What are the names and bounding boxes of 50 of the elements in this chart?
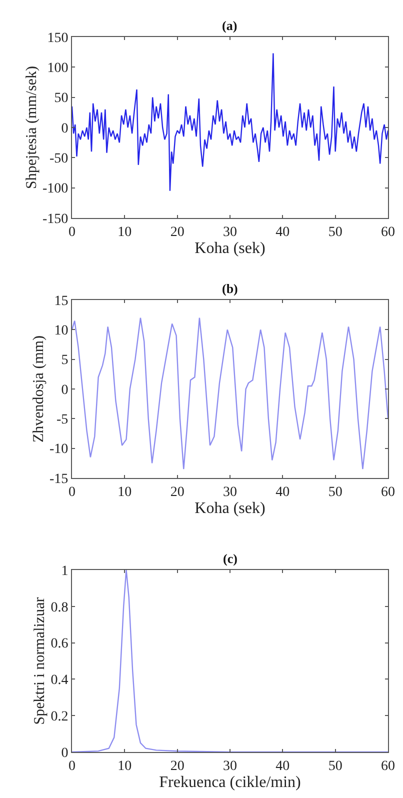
x-tick-label: 40 [276,484,290,500]
x-tick-label: 20 [170,224,184,240]
y-tick-label: -50 [50,152,68,167]
x-tick-label: 40 [276,758,290,774]
x-tick-label: 10 [118,224,132,240]
x-tick-label: 50 [328,484,342,500]
x-tick-label: 60 [381,484,395,500]
y-tick-label: 0.8 [50,600,68,616]
x-tick-label: 30 [223,224,237,240]
y-tick-label: 50 [54,91,68,106]
y-tick-label: 0 [61,746,68,761]
x-tick-label: 20 [170,758,184,774]
chart-title: (c) [223,551,238,566]
x-tick-label: 30 [223,758,237,774]
x-tick-label: 50 [328,224,342,240]
y-tick-label: 15 [54,294,68,309]
y-tick-label: -150 [42,212,68,227]
x-tick-label: 30 [223,484,237,500]
x-axis-title: Koha (sek) [194,500,266,517]
y-tick-label: -15 [50,472,68,487]
y-tick-label: 5 [61,353,68,368]
chart-title: (b) [222,281,238,296]
y-axis-title: Zhvendosja (mm) [30,335,47,443]
x-tick-label: 10 [118,484,132,500]
line-series [72,317,388,470]
y-axis-title: Spektri i normalizuar [32,597,48,725]
x-tick-label: 20 [170,484,184,500]
chart-title: (a) [222,18,238,33]
x-tick-label: 60 [381,224,395,240]
x-tick-label: 10 [118,758,132,774]
y-tick-label: 0.2 [50,710,68,724]
line-series [72,52,388,192]
x-axis-title: Koha (sek) [194,240,266,257]
x-tick-label: 50 [328,758,342,774]
y-tick-label: 0.4 [50,673,68,688]
y-tick-label: -100 [42,182,68,197]
y-tick-label: 1 [61,564,68,579]
y-tick-label: 100 [47,61,68,76]
y-tick-label: -5 [56,412,68,428]
x-axis-title: Frekuenca (cikle/min) [159,774,301,791]
y-tick-label: 0 [61,382,68,398]
y-axis-title: Shpejtesia (mm/sek) [24,66,40,189]
x-tick-label: 40 [276,224,290,240]
y-tick-label: 150 [47,30,68,46]
y-tick-label: -10 [50,442,68,458]
x-tick-label: 60 [381,758,395,774]
y-tick-label: 10 [54,324,68,339]
y-tick-label: 0 [61,121,68,136]
y-tick-label: 0.6 [50,636,68,652]
line-series [72,570,388,752]
